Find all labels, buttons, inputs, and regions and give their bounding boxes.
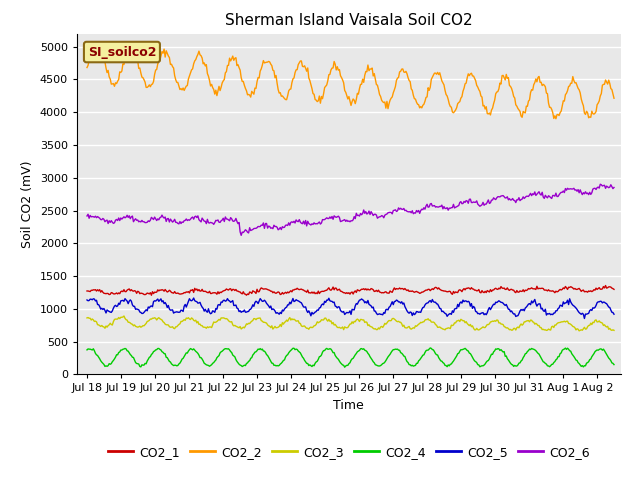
Line: CO2_4: CO2_4 bbox=[87, 348, 614, 367]
CO2_3 bbox=[516, 323, 524, 328]
CO2_3 bbox=[575, 328, 583, 334]
CO2_3 bbox=[120, 313, 128, 319]
CO2_5 bbox=[580, 315, 588, 321]
CO2_4 bbox=[333, 355, 341, 361]
CO2_6 bbox=[338, 218, 346, 224]
CO2_2 bbox=[338, 75, 346, 81]
CO2_1 bbox=[516, 288, 524, 294]
CO2_1 bbox=[338, 288, 346, 294]
CO2_6 bbox=[516, 198, 524, 204]
CO2_5 bbox=[335, 304, 342, 310]
CO2_2 bbox=[516, 108, 524, 114]
CO2_5 bbox=[190, 295, 198, 301]
CO2_3 bbox=[338, 325, 346, 331]
CO2_1 bbox=[398, 286, 406, 291]
CO2_3 bbox=[610, 327, 618, 333]
CO2_5 bbox=[600, 299, 607, 305]
CO2_4 bbox=[426, 345, 434, 351]
CO2_3 bbox=[335, 325, 342, 331]
Line: CO2_3: CO2_3 bbox=[87, 316, 614, 331]
CO2_6 bbox=[596, 181, 604, 187]
CO2_5 bbox=[369, 304, 377, 310]
CO2_1 bbox=[602, 283, 609, 288]
CO2_6 bbox=[83, 213, 91, 219]
CO2_1 bbox=[369, 287, 377, 293]
CO2_6 bbox=[237, 232, 245, 238]
Line: CO2_6: CO2_6 bbox=[87, 184, 614, 235]
CO2_6 bbox=[398, 206, 406, 212]
CO2_4 bbox=[398, 350, 406, 356]
CO2_2 bbox=[600, 82, 607, 87]
CO2_3 bbox=[369, 325, 377, 331]
X-axis label: Time: Time bbox=[333, 399, 364, 412]
CO2_5 bbox=[338, 309, 346, 314]
CO2_2 bbox=[83, 65, 91, 71]
CO2_3 bbox=[398, 321, 406, 326]
CO2_5 bbox=[398, 299, 406, 305]
CO2_6 bbox=[610, 185, 618, 191]
CO2_6 bbox=[600, 183, 607, 189]
CO2_4 bbox=[83, 347, 91, 353]
CO2_4 bbox=[341, 364, 349, 370]
CO2_5 bbox=[516, 308, 524, 314]
CO2_1 bbox=[148, 292, 156, 298]
Y-axis label: Soil CO2 (mV): Soil CO2 (mV) bbox=[21, 160, 34, 248]
Line: CO2_5: CO2_5 bbox=[87, 298, 614, 318]
Text: SI_soilco2: SI_soilco2 bbox=[88, 46, 156, 59]
CO2_6 bbox=[369, 213, 377, 218]
CO2_6 bbox=[335, 213, 342, 219]
Line: CO2_2: CO2_2 bbox=[87, 45, 614, 119]
Legend: CO2_1, CO2_2, CO2_3, CO2_4, CO2_5, CO2_6: CO2_1, CO2_2, CO2_3, CO2_4, CO2_5, CO2_6 bbox=[103, 441, 595, 464]
CO2_1 bbox=[335, 287, 342, 292]
CO2_1 bbox=[610, 287, 618, 292]
CO2_2 bbox=[610, 96, 618, 101]
CO2_4 bbox=[337, 360, 344, 366]
CO2_3 bbox=[600, 323, 607, 328]
Title: Sherman Island Vaisala Soil CO2: Sherman Island Vaisala Soil CO2 bbox=[225, 13, 472, 28]
CO2_4 bbox=[600, 346, 607, 352]
CO2_2 bbox=[398, 66, 406, 72]
CO2_2 bbox=[552, 116, 560, 121]
CO2_4 bbox=[610, 362, 618, 368]
CO2_4 bbox=[369, 359, 377, 365]
CO2_5 bbox=[610, 312, 618, 317]
CO2_1 bbox=[83, 288, 91, 294]
CO2_3 bbox=[83, 315, 91, 321]
CO2_1 bbox=[598, 286, 606, 292]
CO2_2 bbox=[335, 67, 342, 73]
CO2_4 bbox=[517, 358, 525, 364]
Line: CO2_1: CO2_1 bbox=[87, 286, 614, 295]
CO2_5 bbox=[83, 297, 91, 303]
CO2_2 bbox=[93, 42, 100, 48]
CO2_2 bbox=[369, 73, 377, 79]
